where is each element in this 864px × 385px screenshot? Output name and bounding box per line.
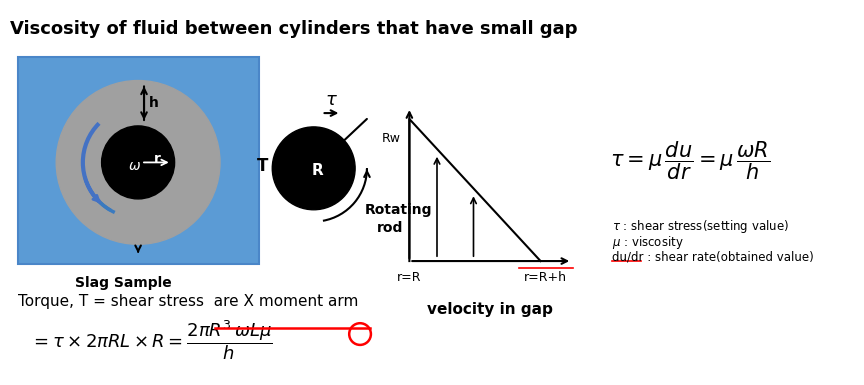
Text: Torque, T = shear stress  are X moment arm: Torque, T = shear stress are X moment ar… [18, 294, 359, 309]
Text: T: T [257, 157, 268, 175]
Text: $\mu$ : viscosity: $\mu$ : viscosity [612, 234, 683, 251]
Text: r=R+h: r=R+h [524, 271, 567, 284]
Text: Rotating: Rotating [365, 203, 433, 217]
FancyBboxPatch shape [18, 57, 259, 264]
Text: du/dr : shear rate(obtained value): du/dr : shear rate(obtained value) [612, 250, 813, 263]
Text: velocity in gap: velocity in gap [428, 303, 553, 318]
Text: rod: rod [377, 221, 403, 234]
Circle shape [102, 126, 175, 199]
Text: Viscosity of fluid between cylinders that have small gap: Viscosity of fluid between cylinders tha… [10, 20, 577, 38]
Text: $\tau$ : shear stress(setting value): $\tau$ : shear stress(setting value) [612, 218, 789, 234]
Text: R: R [312, 163, 323, 178]
Text: $\tau = \mu\,\dfrac{du}{dr} = \mu\,\dfrac{\omega R}{h}$: $\tau = \mu\,\dfrac{du}{dr} = \mu\,\dfra… [610, 139, 770, 182]
Text: r=R: r=R [397, 271, 422, 284]
Text: r: r [154, 152, 161, 166]
Text: Slag Sample: Slag Sample [75, 276, 172, 290]
Text: Rw: Rw [382, 132, 401, 145]
Text: $= \tau \times 2\pi RL \times R = \dfrac{2\pi R^3\,\omega L\mu}{h}$: $= \tau \times 2\pi RL \times R = \dfrac… [29, 318, 272, 362]
Text: h: h [149, 96, 159, 110]
Circle shape [272, 127, 355, 210]
Circle shape [56, 80, 220, 244]
Text: $\tau$: $\tau$ [325, 91, 338, 109]
Text: $\omega$: $\omega$ [128, 159, 141, 173]
